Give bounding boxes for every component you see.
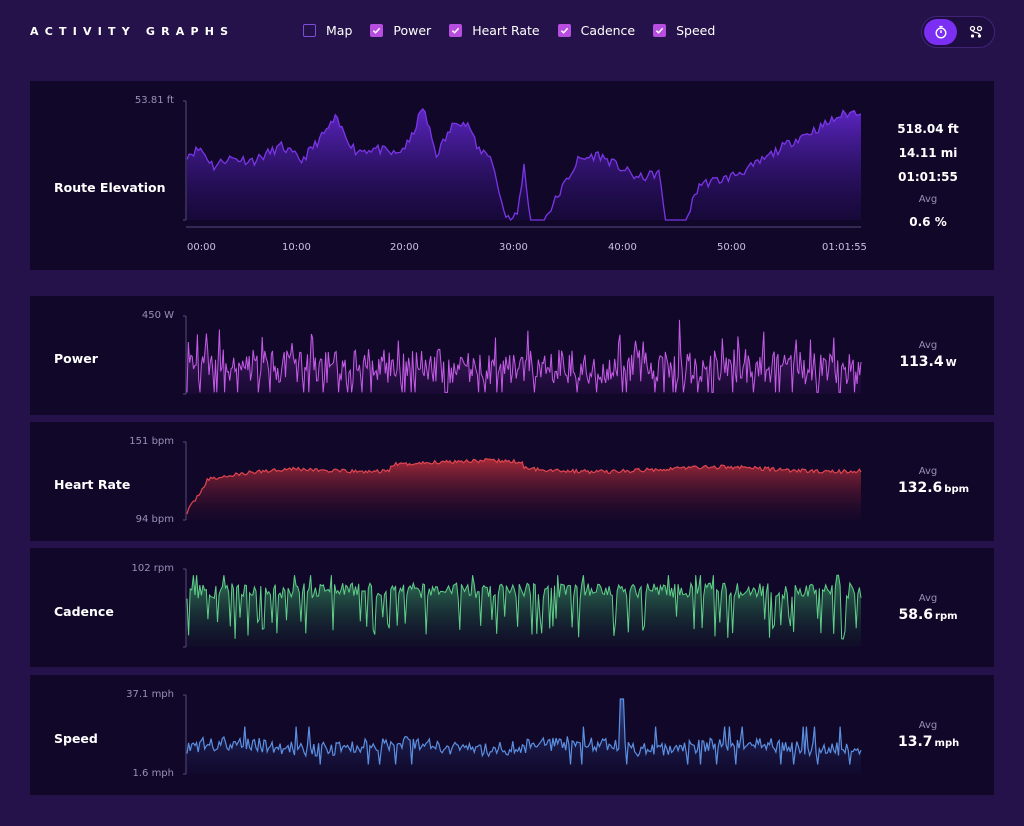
- elevation-x-tick-label: 10:00: [282, 242, 311, 253]
- speed-y-min-label: 1.6 mph: [132, 768, 174, 779]
- power-avg-label: Avg: [918, 340, 938, 351]
- check-icon: [655, 27, 664, 34]
- cadence-chart: [183, 568, 862, 648]
- speed-avg-label: Avg: [918, 720, 938, 731]
- distance-value: 14.11 mi: [898, 146, 958, 160]
- heart-rate-panel: Heart Rate 151 bpm 94 bpm Avg 132.6 bpm: [30, 422, 994, 541]
- metric-toggles: Map Power Heart Rate Cadence Speed: [303, 23, 733, 38]
- toggle-map[interactable]: Map: [303, 23, 352, 38]
- elevation-y-max-label: 53.81 ft: [134, 95, 174, 106]
- toggle-label-map: Map: [326, 23, 353, 38]
- speed-checkbox[interactable]: [653, 24, 667, 37]
- heart-rate-unit: bpm: [944, 484, 970, 495]
- cadence-checkbox[interactable]: [557, 24, 571, 37]
- power-chart: [183, 315, 862, 395]
- heart-rate-avg-label: Avg: [918, 466, 938, 477]
- power-line: [186, 319, 862, 393]
- speed-panel: Speed 37.1 mph 1.6 mph Avg 13.7 mph: [30, 675, 994, 795]
- grade-avg-label: Avg: [918, 194, 938, 205]
- heart-rate-avg-value: 132.6: [898, 480, 943, 496]
- cadence-avg-value: 58.6: [898, 607, 934, 623]
- view-mode-switch: [921, 16, 995, 48]
- toggle-label-speed: Speed: [676, 23, 716, 38]
- timer-icon: [934, 25, 947, 39]
- map-checkbox[interactable]: [303, 24, 316, 37]
- toggle-power[interactable]: Power: [370, 23, 431, 38]
- heart-rate-stats: Avg 132.6 bpm: [898, 466, 969, 496]
- power-label: Power: [54, 351, 98, 366]
- distance-mode-button[interactable]: [959, 19, 992, 45]
- heart-rate-area: [187, 458, 861, 520]
- cadence-y-max-label: 102 rpm: [131, 563, 174, 574]
- power-checkbox[interactable]: [370, 24, 384, 37]
- elevation-chart: [183, 100, 862, 228]
- toggle-label-cadence: Cadence: [580, 23, 636, 38]
- elevation-x-tick-label: 40:00: [608, 242, 637, 253]
- toggle-label-power: Power: [393, 23, 432, 38]
- elevation-x-tick-label: 01:01:55: [822, 242, 867, 253]
- check-icon: [560, 27, 568, 34]
- elevation-panel: Route Elevation 53.81 ft 00:00 10:00 20:…: [30, 81, 994, 270]
- speed-y-max-label: 37.1 mph: [126, 689, 174, 700]
- power-area: [187, 319, 861, 394]
- heart-rate-y-max-label: 151 bpm: [129, 436, 174, 447]
- toggle-heart-rate[interactable]: Heart Rate: [449, 23, 540, 38]
- power-y-max-label: 450 W: [141, 310, 174, 321]
- route-icon: [969, 25, 982, 38]
- speed-label: Speed: [54, 731, 98, 746]
- cadence-stats: Avg 58.6 rpm: [898, 593, 958, 623]
- speed-avg-value: 13.7: [898, 734, 933, 750]
- cadence-line: [186, 574, 862, 640]
- heart-rate-line: [186, 457, 862, 515]
- speed-chart: [183, 694, 862, 775]
- speed-unit: mph: [934, 738, 960, 749]
- cadence-label: Cadence: [54, 604, 114, 619]
- elevation-x-tick-label: 20:00: [390, 242, 419, 253]
- power-avg-value: 113.4: [899, 354, 944, 370]
- power-panel: Power 450 W Avg 113.4 W: [30, 296, 994, 415]
- heart-rate-chart: [183, 441, 862, 521]
- toggle-speed[interactable]: Speed: [653, 23, 715, 38]
- elevation-x-tick-label: 00:00: [187, 242, 216, 253]
- speed-stats: Avg 13.7 mph: [898, 720, 960, 750]
- heart-rate-checkbox[interactable]: [449, 24, 463, 37]
- elevation-x-tick-label: 50:00: [717, 242, 746, 253]
- toggle-label-heart-rate: Heart Rate: [472, 23, 540, 38]
- power-unit: W: [945, 358, 957, 369]
- check-icon: [452, 27, 460, 34]
- header: ACTIVITY GRAPHS Map Power Heart Rate Cad…: [0, 0, 1024, 66]
- elevation-gain-value: 518.04 ft: [897, 122, 959, 136]
- cadence-avg-label: Avg: [918, 593, 938, 604]
- cadence-unit: rpm: [935, 611, 958, 622]
- time-mode-button[interactable]: [924, 19, 957, 45]
- elevation-x-tick-label: 30:00: [499, 242, 528, 253]
- power-stats: Avg 113.4 W: [898, 340, 958, 370]
- elevation-line: [186, 108, 862, 222]
- page-title: ACTIVITY GRAPHS: [30, 25, 235, 38]
- heart-rate-label: Heart Rate: [54, 477, 131, 492]
- grade-avg-value: 0.6 %: [909, 215, 947, 229]
- heart-rate-y-min-label: 94 bpm: [135, 514, 174, 525]
- toggle-cadence[interactable]: Cadence: [557, 23, 636, 38]
- check-icon: [373, 27, 381, 34]
- speed-line: [186, 698, 862, 765]
- cadence-panel: Cadence 102 rpm Avg 58.6 rpm: [30, 548, 994, 667]
- speed-area: [187, 699, 861, 774]
- elevation-label: Route Elevation: [54, 180, 166, 195]
- duration-value: 01:01:55: [898, 170, 958, 184]
